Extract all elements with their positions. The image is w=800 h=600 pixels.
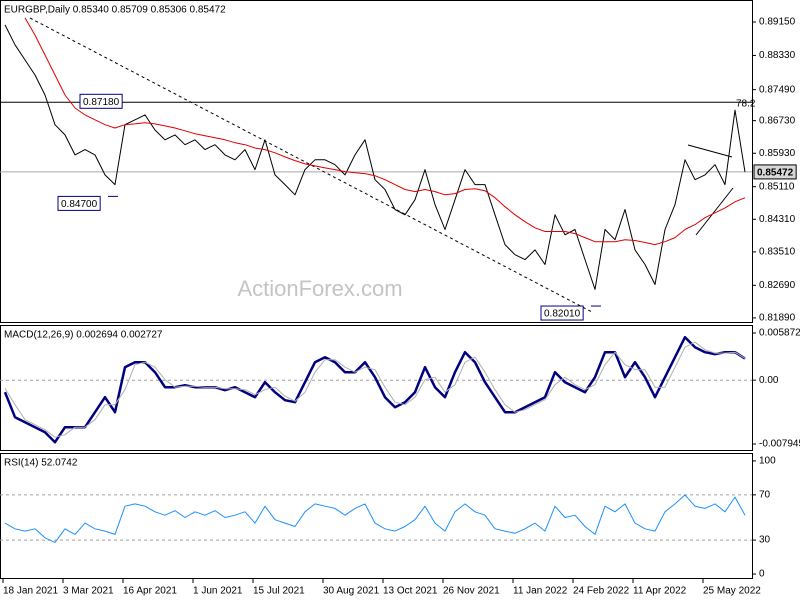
x-tick-label: 1 Jun 2021 [193,586,243,597]
last-price-label-box [753,164,797,180]
y-tick-label: 100 [759,456,776,467]
y-tick-label: 0.86730 [759,115,796,126]
x-tick-label: 25 May 2022 [703,586,761,597]
x-tick-label: 13 Oct 2021 [383,586,438,597]
x-tick-label: 18 Jan 2021 [3,586,58,597]
y-tick-label: 0.89150 [759,17,796,28]
trend-line [29,17,593,313]
fib-label: 78.2 [736,99,756,110]
x-tick-label: 11 Apr 2022 [633,586,687,597]
y-tick-label: 0.005872 [759,328,800,339]
y-tick-label: 30 [759,535,771,546]
x-tick-label: 11 Jan 2022 [513,586,568,597]
annotation-label: 0.84700 [61,199,98,210]
x-tick-label: 15 Jul 2021 [253,586,305,597]
panel-frame [0,325,753,451]
y-tick-label: 0.87490 [759,84,796,95]
last-price-label: 0.85472 [757,168,794,179]
panel-frame [0,0,753,323]
x-tick-label: 16 Apr 2021 [123,586,177,597]
series-line [24,17,746,246]
y-tick-label: 0.85110 [759,181,795,192]
y-tick-label: 0.84310 [759,214,796,225]
x-tick-label: 26 Nov 2021 [443,586,500,597]
y-tick-label: 0.00 [759,375,779,386]
level-label: 0.87180 [83,97,120,108]
watermark: ActionForex.com [237,276,402,301]
y-tick-label: 70 [759,489,771,500]
y-tick-label: 0.82690 [759,280,796,291]
x-tick-label: 24 Feb 2022 [573,586,630,597]
trend-line [695,187,734,236]
panel-frame [0,453,753,579]
x-tick-label: 30 Aug 2021 [323,586,380,597]
annotation-label: 0.82010 [544,309,581,320]
annotation-label-box [57,195,101,211]
series-line [4,24,746,290]
y-tick-label: -0.007945 [759,439,800,450]
annotation-label-box [540,305,584,321]
y-tick-label: 0.81890 [759,313,796,324]
panel-title: MACD(12,26,9) 0.002694 0.002727 [4,330,163,341]
trend-line [687,144,733,158]
series-line [4,341,746,438]
y-tick-label: 0.85930 [759,148,796,159]
x-tick-label: 3 Mar 2021 [63,586,114,597]
panel-title: RSI(14) 52.0742 [4,458,78,469]
level-label-box [79,93,123,109]
y-tick-label: 0 [759,569,765,580]
y-tick-label: 0.88330 [759,50,796,61]
series-line [3,335,746,444]
panel-title: EURGBP,Daily 0.85340 0.85709 0.85306 0.8… [4,5,226,16]
series-line [4,494,746,543]
y-tick-label: 0.83510 [759,247,796,258]
